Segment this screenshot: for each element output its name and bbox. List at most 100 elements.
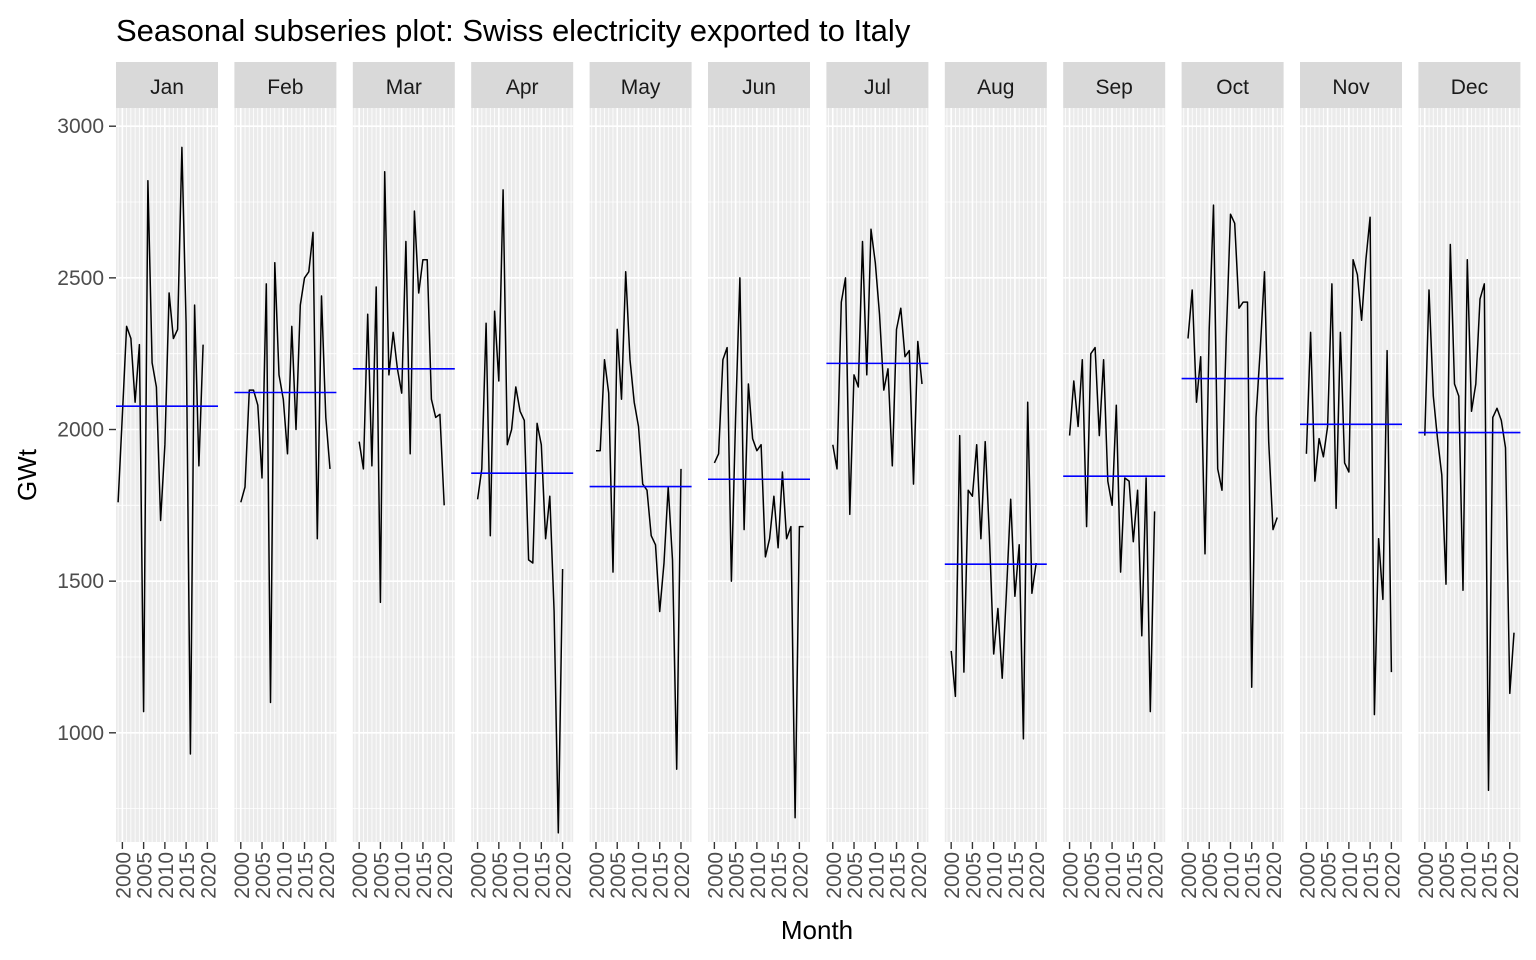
facet-strip-label: Feb [267,76,303,99]
facet-strip-label: Dec [1451,76,1488,99]
x-tick-label: 2000 [704,852,727,899]
x-tick-label: 2000 [349,852,372,899]
x-tick-label: 2000 [468,852,491,899]
x-tick-label: 2010 [155,852,178,899]
x-tick-label: 2005 [1436,852,1459,899]
panel-background [1418,108,1521,842]
series-line-jan [117,146,204,755]
x-tick-label: 2010 [1457,852,1480,899]
panel-background [1063,108,1166,842]
facet-strip [589,62,692,108]
facet-strip [1181,62,1284,108]
x-tick-label: 2015 [1479,852,1502,899]
series-line-nov [1305,216,1393,716]
series-line-mar [358,170,445,604]
series-line-apr [476,189,564,834]
facet-strip [352,62,455,108]
x-tick-label: 2005 [844,852,867,899]
x-tick-label: 2010 [629,852,652,899]
facet-strip-label: Jan [150,76,184,99]
x-tick-label: 2015 [1242,852,1265,899]
x-tick-label: 2000 [112,852,135,899]
x-tick-label: 2010 [392,852,415,899]
x-tick-label: 2020 [789,852,812,899]
facet-panels: Jan20002005201020152020Feb20002005201020… [112,62,1523,899]
y-tick-label: 1000 [57,722,104,745]
x-tick-label: 2015 [650,852,673,899]
x-tick-label: 2005 [370,852,393,899]
facet-strip [944,62,1047,108]
x-tick-label: 2005 [1318,852,1341,899]
facet-strip-label: Apr [506,76,539,99]
x-tick-label: 2005 [252,852,275,899]
panel-background [708,108,810,842]
facet-strip [1063,62,1166,108]
x-tick-label: 2005 [489,852,512,899]
x-tick-label: 2010 [984,852,1007,899]
x-tick-label: 2020 [908,852,931,899]
x-tick-label: 2010 [1102,852,1125,899]
series-line-sep [1068,346,1156,713]
y-tick-label: 3000 [57,115,104,138]
x-tick-label: 2005 [962,852,985,899]
x-tick-label: 2010 [865,852,888,899]
facet-strip [826,62,929,108]
x-tick-label: 2000 [586,852,609,899]
facet-strip-label: Oct [1216,76,1249,99]
facet-strip-label: Jul [864,76,891,99]
x-tick-label: 2020 [434,852,457,899]
x-tick-label: 2010 [747,852,770,899]
x-tick-label: 2005 [607,852,630,899]
y-axis-title: GWt [12,448,42,501]
x-tick-label: 2000 [823,852,846,899]
x-tick-label: 2015 [1005,852,1028,899]
x-tick-label: 2000 [1178,852,1201,899]
x-tick-label: 2020 [553,852,576,899]
x-tick-label: 2010 [1221,852,1244,899]
x-tick-label: 2020 [1500,852,1523,899]
panel-background [589,108,692,842]
x-tick-label: 2010 [510,852,533,899]
series-line-oct [1187,204,1278,689]
x-tick-label: 2020 [197,852,220,899]
x-tick-label: 2000 [231,852,254,899]
series-line-may [596,271,682,770]
x-tick-label: 2020 [316,852,339,899]
y-axis: 1000 1500 2000 2500 3000 [57,115,116,745]
facet-strip-label: Aug [977,76,1014,99]
series-line-aug [950,401,1037,740]
x-tick-label: 2015 [295,852,318,899]
x-tick-label: 2020 [1381,852,1404,899]
series-line-jun [713,277,804,819]
x-tick-label: 2015 [887,852,910,899]
series-line-feb [240,231,331,704]
x-tick-label: 2020 [1026,852,1049,899]
x-tick-label: 2010 [273,852,296,899]
facet-strip-label: Jun [742,76,776,99]
panel-background [116,108,218,842]
x-tick-label: 2005 [726,852,749,899]
x-tick-label: 2015 [531,852,554,899]
panel-background [352,108,455,842]
chart-title: Seasonal subseries plot: Swiss electrici… [116,13,911,48]
series-line-jul [832,228,923,516]
panel-background [471,108,574,842]
facet-strip [471,62,574,108]
x-tick-label: 2005 [1199,852,1222,899]
x-tick-label: 2000 [1060,852,1083,899]
facet-strip-label: Mar [386,76,422,99]
x-tick-label: 2015 [768,852,791,899]
x-tick-label: 2000 [1296,852,1319,899]
facet-strip [116,62,218,108]
x-tick-label: 2020 [1145,852,1168,899]
x-tick-label: 2000 [1415,852,1438,899]
